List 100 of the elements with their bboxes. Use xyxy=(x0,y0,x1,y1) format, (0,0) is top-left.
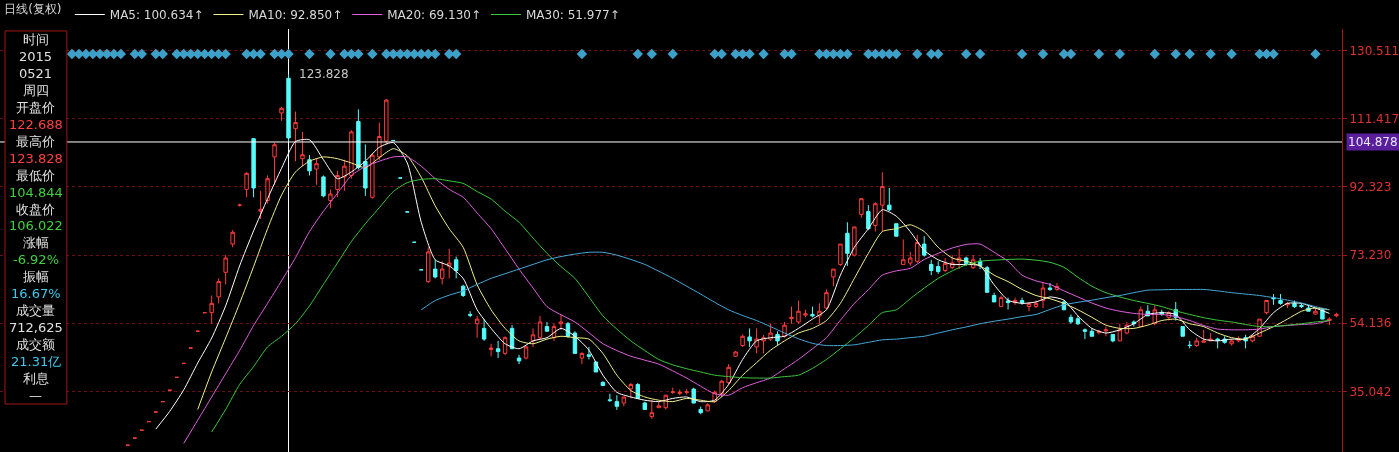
candlestick xyxy=(342,159,347,192)
text: 周四 xyxy=(23,83,49,98)
text: — xyxy=(29,388,42,403)
candlestick xyxy=(1019,297,1025,306)
text: 时间 xyxy=(23,32,49,47)
candlestick xyxy=(251,137,256,198)
ref-line-label: 104.878 xyxy=(1348,135,1398,149)
candlestick xyxy=(1075,315,1081,326)
candlestick xyxy=(488,343,494,357)
candlestick xyxy=(838,243,843,267)
candlestick xyxy=(810,306,815,318)
candlestick xyxy=(677,388,682,396)
candlestick xyxy=(230,229,235,248)
candlestick xyxy=(901,238,906,265)
candlestick xyxy=(481,318,487,342)
text: 最高价 xyxy=(16,134,55,149)
candlestick xyxy=(1229,338,1234,347)
candlestick xyxy=(1187,340,1192,349)
legend-label: MA10: 92.850↑ xyxy=(248,8,343,23)
chart-title: 日线(复权) xyxy=(4,2,62,17)
text: 成交额 xyxy=(16,337,55,352)
text: 最低价 xyxy=(16,168,55,183)
candlestick xyxy=(453,256,459,279)
candlestick xyxy=(803,309,808,318)
legend-label: MA5: 100.634↑ xyxy=(109,8,204,23)
candlestick xyxy=(698,406,703,415)
candlestick xyxy=(621,396,627,407)
candlestick xyxy=(544,321,550,333)
candlestick xyxy=(474,315,480,339)
candlestick xyxy=(530,327,536,348)
candlestick xyxy=(866,204,871,231)
candlestick xyxy=(495,340,501,359)
candlestick xyxy=(363,143,368,197)
candlestick xyxy=(356,108,361,170)
candlestick xyxy=(1334,312,1339,318)
candlestick xyxy=(705,402,710,412)
candlestick xyxy=(880,171,885,233)
candlestick xyxy=(258,190,263,220)
candlestick xyxy=(286,73,291,143)
y-tick-label: 111.417 xyxy=(1349,111,1399,126)
text: 122.688 xyxy=(9,117,63,132)
text: 106.022 xyxy=(9,218,63,233)
candlestick xyxy=(859,198,864,219)
candlestick xyxy=(936,260,941,275)
y-tick-label: 54.136 xyxy=(1349,316,1392,331)
candlestick xyxy=(1194,337,1199,348)
candlestick xyxy=(873,201,878,233)
candlestick xyxy=(670,387,675,395)
candlestick xyxy=(649,399,654,420)
candlestick xyxy=(991,292,997,303)
candlestick xyxy=(216,277,221,304)
annotation: 123.828 xyxy=(299,67,349,81)
text: 成交量 xyxy=(16,303,55,318)
candlestick xyxy=(321,174,326,198)
candlestick xyxy=(789,306,794,325)
candlestick xyxy=(887,187,892,212)
candlestick xyxy=(656,401,661,409)
text: 712,625 xyxy=(9,320,63,335)
text: 21.31亿 xyxy=(11,354,62,369)
y-tick-label: 35.042 xyxy=(1349,384,1392,399)
candlestick xyxy=(1068,313,1074,325)
legend-label: MA30: 51.977↑ xyxy=(525,8,620,23)
candlestick xyxy=(307,154,312,176)
text: 开盘价 xyxy=(16,100,55,115)
candlestick xyxy=(516,354,522,365)
candlestick xyxy=(1047,282,1053,292)
candlestick xyxy=(537,315,543,340)
candlestick xyxy=(831,268,836,287)
candlestick xyxy=(1117,323,1123,342)
candlestick xyxy=(440,260,445,285)
candlestick xyxy=(1089,327,1095,337)
candlestick xyxy=(1313,307,1318,315)
candlestick xyxy=(768,323,773,342)
candlestick xyxy=(209,295,214,325)
candlestick xyxy=(523,345,529,360)
candlestick xyxy=(1180,326,1185,337)
candlestick xyxy=(335,170,340,198)
text: 123.828 xyxy=(9,151,63,166)
y-tick-label: 92.323 xyxy=(1349,180,1392,195)
candlestick xyxy=(796,300,801,325)
candlestick xyxy=(579,351,585,365)
candlestick xyxy=(733,350,738,358)
candlestick xyxy=(635,382,641,399)
candlestick xyxy=(1327,316,1332,326)
candlestick xyxy=(726,363,731,385)
candlestick xyxy=(607,393,613,403)
candlestick xyxy=(740,333,745,348)
candlestick xyxy=(300,131,305,167)
candlestick xyxy=(915,234,920,264)
candlestick xyxy=(691,387,696,404)
candlestick xyxy=(426,246,431,284)
text: 0521 xyxy=(19,66,53,81)
candlestick xyxy=(1264,300,1269,315)
text: 16.67% xyxy=(11,286,61,301)
candlestick xyxy=(628,382,634,399)
text: 2015 xyxy=(19,49,53,64)
text: -6.92% xyxy=(13,252,59,267)
candlestick xyxy=(852,226,857,258)
text: 利息 xyxy=(23,371,49,386)
candlestick xyxy=(223,254,228,285)
